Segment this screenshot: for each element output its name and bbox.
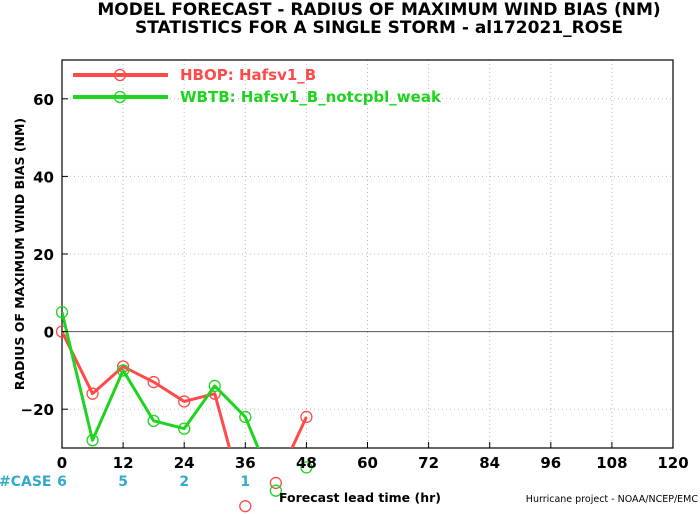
x-tick-label-120: 120	[657, 454, 688, 472]
x-tick-label-84: 84	[479, 454, 500, 472]
case-count-0: 6	[57, 474, 67, 490]
case-count-36: 1	[240, 474, 250, 490]
series-1-point-24	[178, 395, 191, 408]
chart-subtitle: STATISTICS FOR A SINGLE STORM - al172021…	[135, 18, 623, 38]
credit-text: Hurricane project - NOAA/NCEP/EMC	[526, 494, 699, 505]
chart-title: MODEL FORECAST - RADIUS OF MAXIMUM WIND …	[97, 0, 660, 20]
series-2-point-18	[147, 414, 160, 427]
series-1-point-18	[147, 375, 160, 389]
y-tick-label-40: 40	[33, 168, 54, 186]
y-tick-label-60: 60	[33, 91, 54, 109]
x-tick-label-0: 0	[57, 454, 67, 472]
series-1-point-42	[269, 476, 283, 490]
case-count-12: 5	[118, 474, 128, 490]
legend-marker-2	[113, 90, 127, 104]
series-line-2	[62, 311, 260, 448]
x-tick-label-24: 24	[174, 454, 195, 472]
x-tick-label-60: 60	[357, 454, 378, 472]
x-tick-label-72: 72	[418, 454, 439, 472]
x-tick-label-48: 48	[296, 454, 317, 472]
x-tick-label-36: 36	[235, 454, 256, 472]
series-1-point-6	[86, 387, 99, 400]
series-2-point-36	[239, 410, 252, 424]
case-label: #CASE	[0, 474, 52, 490]
y-axis-label: RADIUS OF MAXIMUM WIND BIAS (NM)	[12, 118, 27, 390]
x-tick-label-96: 96	[540, 454, 561, 472]
series-2-point-48	[300, 461, 313, 474]
legend-label-2: WBTB: Hafsv1_B_notcpbl_weak	[180, 88, 442, 106]
legend: HBOP: Hafsv1_B WBTB: Hafsv1_B_notcpbl_wea…	[73, 66, 442, 106]
series-1-point-36	[239, 500, 252, 513]
series-2-point-24	[178, 422, 191, 435]
y-tick-label--20: −20	[21, 401, 54, 419]
x-tick-label-108: 108	[596, 454, 627, 472]
grid	[61, 59, 674, 449]
x-tick-label-12: 12	[113, 454, 134, 472]
series-2-point-42	[269, 484, 283, 497]
legend-label-1: HBOP: Hafsv1_B	[180, 66, 316, 84]
case-count-24: 2	[179, 474, 189, 490]
series-1-point-48	[300, 410, 313, 424]
legend-marker-1	[113, 68, 127, 82]
x-axis-label: Forecast lead time (hr)	[279, 490, 441, 505]
case-counts: 6 5 2 1	[57, 474, 250, 490]
plot-frame	[61, 59, 674, 449]
series-line-1	[62, 330, 308, 448]
y-tick-label-20: 20	[33, 246, 54, 264]
series-2-point-6	[86, 434, 99, 447]
series-2-point-0	[55, 306, 69, 319]
axis-ticks: 0 12 24 36 48 60 72 84 96 108 120 −20 0 20 40 60	[21, 91, 689, 472]
series-2-point-12	[116, 364, 130, 377]
series-2-point-30	[208, 379, 221, 393]
y-tick-label-0: 0	[44, 324, 54, 342]
